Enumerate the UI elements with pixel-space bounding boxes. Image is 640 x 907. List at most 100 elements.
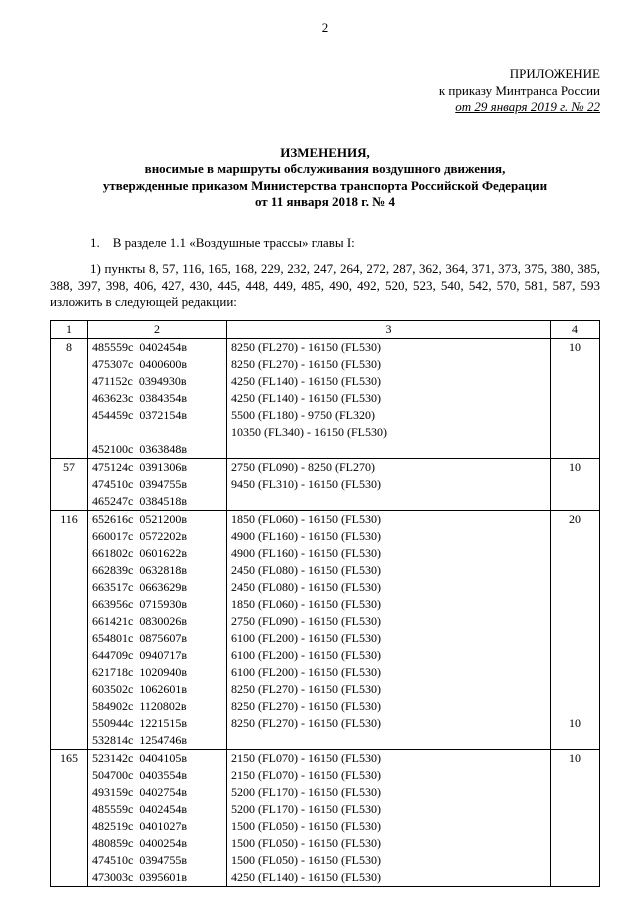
- paragraph-1: 1. В разделе 1.1 «Воздушные трассы» глав…: [50, 235, 600, 251]
- id-cell: 116: [51, 511, 88, 750]
- c4-cell: [551, 476, 600, 493]
- table-row: 465247с 0384518в: [51, 493, 600, 511]
- c4-cell: [551, 528, 600, 545]
- coord-cell: 621718с 1020940в: [88, 664, 227, 681]
- appendix-subtitle: к приказу Минтранса России: [50, 83, 600, 99]
- table-row: 663517с 0663629в2450 (FL080) - 16150 (FL…: [51, 579, 600, 596]
- table-header-cell: 3: [227, 321, 551, 339]
- id-cell: 57: [51, 459, 88, 511]
- range-cell: 1850 (FL060) - 16150 (FL530): [227, 596, 551, 613]
- table-row: 654801с 0875607в6100 (FL200) - 16150 (FL…: [51, 630, 600, 647]
- range-cell: [227, 493, 551, 511]
- table-row: 584902с 1120802в8250 (FL270) - 16150 (FL…: [51, 698, 600, 715]
- c4-cell: [551, 732, 600, 750]
- table-row: 473003с 0395601в4250 (FL140) - 16150 (FL…: [51, 869, 600, 887]
- coord-cell: 454459с 0372154в: [88, 407, 227, 424]
- coord-cell: 532814с 1254746в: [88, 732, 227, 750]
- range-cell: 6100 (FL200) - 16150 (FL530): [227, 630, 551, 647]
- coord-cell: 480859с 0400254в: [88, 835, 227, 852]
- table-row: 603502с 1062601в8250 (FL270) - 16150 (FL…: [51, 681, 600, 698]
- table-row: 454459с 0372154в5500 (FL180) - 9750 (FL3…: [51, 407, 600, 424]
- coord-cell: 644709с 0940717в: [88, 647, 227, 664]
- table-row: 661421с 0830026в2750 (FL090) - 16150 (FL…: [51, 613, 600, 630]
- range-cell: 1500 (FL050) - 16150 (FL530): [227, 818, 551, 835]
- range-cell: 9450 (FL310) - 16150 (FL530): [227, 476, 551, 493]
- coord-cell: 485559с 0402454в: [88, 801, 227, 818]
- c4-cell: [551, 579, 600, 596]
- table-row: 660017с 0572202в4900 (FL160) - 16150 (FL…: [51, 528, 600, 545]
- title-line-3: утвержденные приказом Министерства транс…: [50, 178, 600, 194]
- table-row: 471152с 0394930в4250 (FL140) - 16150 (FL…: [51, 373, 600, 390]
- table-row: 493159с 0402754в5200 (FL170) - 16150 (FL…: [51, 784, 600, 801]
- coord-cell: 662839с 0632818в: [88, 562, 227, 579]
- range-cell: 5200 (FL170) - 16150 (FL530): [227, 784, 551, 801]
- range-cell: 8250 (FL270) - 16150 (FL530): [227, 356, 551, 373]
- c4-cell: [551, 852, 600, 869]
- range-cell: 4250 (FL140) - 16150 (FL530): [227, 390, 551, 407]
- range-cell: 5500 (FL180) - 9750 (FL320): [227, 407, 551, 424]
- coord-cell: 463623с 0384354в: [88, 390, 227, 407]
- document-page: 2 ПРИЛОЖЕНИЕ к приказу Минтранса России …: [20, 0, 620, 907]
- appendix-title: ПРИЛОЖЕНИЕ: [50, 66, 600, 82]
- routes-table: 12348485559с 0402454в8250 (FL270) - 1615…: [50, 320, 600, 887]
- c4-cell: [551, 424, 600, 441]
- range-cell: 4900 (FL160) - 16150 (FL530): [227, 528, 551, 545]
- coord-cell: 475124с 0391306в: [88, 459, 227, 477]
- range-cell: 4900 (FL160) - 16150 (FL530): [227, 545, 551, 562]
- range-cell: 4250 (FL140) - 16150 (FL530): [227, 373, 551, 390]
- c4-cell: [551, 613, 600, 630]
- table-row: 463623с 0384354в4250 (FL140) - 16150 (FL…: [51, 390, 600, 407]
- c4-cell: 20: [551, 511, 600, 529]
- coord-cell: 663517с 0663629в: [88, 579, 227, 596]
- coord-cell: 485559с 0402454в: [88, 339, 227, 357]
- coord-cell: 474510с 0394755в: [88, 852, 227, 869]
- appendix-date: от 29 января 2019 г. № 22: [455, 99, 600, 114]
- range-cell: 6100 (FL200) - 16150 (FL530): [227, 664, 551, 681]
- c4-cell: [551, 407, 600, 424]
- table-row: 532814с 1254746в: [51, 732, 600, 750]
- range-cell: 1500 (FL050) - 16150 (FL530): [227, 852, 551, 869]
- c4-cell: 10: [551, 715, 600, 732]
- c4-cell: 10: [551, 339, 600, 357]
- table-row: 10350 (FL340) - 16150 (FL530): [51, 424, 600, 441]
- title-line-2: вносимые в маршруты обслуживания воздушн…: [50, 161, 600, 177]
- c4-cell: 10: [551, 750, 600, 768]
- c4-cell: [551, 562, 600, 579]
- appendix-block: ПРИЛОЖЕНИЕ к приказу Минтранса России от…: [50, 66, 600, 115]
- table-row: 8485559с 0402454в8250 (FL270) - 16150 (F…: [51, 339, 600, 357]
- coord-cell: 654801с 0875607в: [88, 630, 227, 647]
- range-cell: 2450 (FL080) - 16150 (FL530): [227, 562, 551, 579]
- table-header-cell: 2: [88, 321, 227, 339]
- coord-cell: 471152с 0394930в: [88, 373, 227, 390]
- range-cell: 8250 (FL270) - 16150 (FL530): [227, 715, 551, 732]
- c4-cell: [551, 698, 600, 715]
- paragraph-2: 1) пункты 8, 57, 116, 165, 168, 229, 232…: [50, 261, 600, 310]
- range-cell: 2150 (FL070) - 16150 (FL530): [227, 750, 551, 768]
- table-row: 474510с 0394755в9450 (FL310) - 16150 (FL…: [51, 476, 600, 493]
- coord-cell: [88, 424, 227, 441]
- c4-cell: [551, 647, 600, 664]
- table-row: 485559с 0402454в5200 (FL170) - 16150 (FL…: [51, 801, 600, 818]
- coord-cell: 473003с 0395601в: [88, 869, 227, 887]
- table-row: 621718с 1020940в6100 (FL200) - 16150 (FL…: [51, 664, 600, 681]
- table-row: 480859с 0400254в1500 (FL050) - 16150 (FL…: [51, 835, 600, 852]
- range-cell: 8250 (FL270) - 16150 (FL530): [227, 339, 551, 357]
- coord-cell: 504700с 0403554в: [88, 767, 227, 784]
- range-cell: 2750 (FL090) - 16150 (FL530): [227, 613, 551, 630]
- range-cell: [227, 732, 551, 750]
- range-cell: 5200 (FL170) - 16150 (FL530): [227, 801, 551, 818]
- id-cell: 8: [51, 339, 88, 459]
- range-cell: 1500 (FL050) - 16150 (FL530): [227, 835, 551, 852]
- c4-cell: [551, 493, 600, 511]
- c4-cell: [551, 664, 600, 681]
- appendix-date-line: от 29 января 2019 г. № 22: [50, 99, 600, 115]
- range-cell: 4250 (FL140) - 16150 (FL530): [227, 869, 551, 887]
- c4-cell: [551, 869, 600, 887]
- c4-cell: 10: [551, 459, 600, 477]
- table-row: 482519с 0401027в1500 (FL050) - 16150 (FL…: [51, 818, 600, 835]
- table-row: 165523142с 0404105в2150 (FL070) - 16150 …: [51, 750, 600, 768]
- range-cell: 8250 (FL270) - 16150 (FL530): [227, 698, 551, 715]
- table-row: 57475124с 0391306в2750 (FL090) - 8250 (F…: [51, 459, 600, 477]
- coord-cell: 550944с 1221515в: [88, 715, 227, 732]
- table-row: 452100с 0363848в: [51, 441, 600, 459]
